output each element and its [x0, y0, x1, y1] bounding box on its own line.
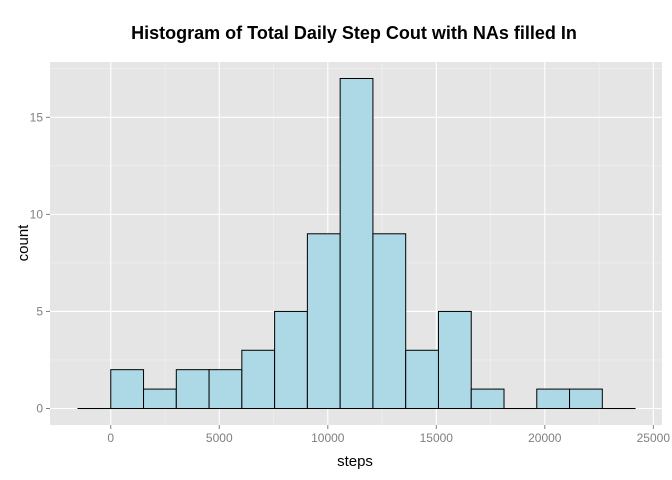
x-axis-label: steps: [337, 453, 373, 470]
x-tick-label: 10000: [311, 431, 345, 445]
histogram-bar-13: [470, 388, 505, 409]
histogram-bar-16: [569, 388, 603, 409]
histogram-bar-2: [110, 369, 145, 410]
y-axis-label: count: [15, 224, 32, 262]
y-tick-label: 15: [30, 110, 44, 124]
histogram-bar-3: [143, 388, 177, 409]
histogram-bar-10: [372, 233, 407, 409]
y-tick-label: 0: [36, 402, 43, 416]
x-tick-label: 0: [107, 431, 114, 445]
histogram-bar-6: [241, 349, 276, 410]
histogram-bars: [77, 78, 636, 410]
y-tick-label: 5: [36, 304, 43, 318]
x-tick-label: 5000: [206, 431, 233, 445]
x-tick-label: 15000: [420, 431, 454, 445]
x-tick-label: 20000: [528, 431, 562, 445]
histogram-bar-4: [175, 369, 210, 410]
y-tick-label: 10: [30, 207, 44, 221]
histogram-bar-8: [306, 233, 341, 409]
histogram-bar-12: [437, 310, 472, 409]
histogram-bar-9: [339, 78, 374, 409]
x-tick-label: 25000: [637, 431, 671, 445]
histogram-bar-15: [536, 388, 571, 409]
histogram-bar-11: [405, 349, 439, 410]
y-axis-ticks: 0 5 10 15: [30, 110, 50, 416]
histogram-bar-5: [208, 369, 243, 410]
x-axis-ticks: 0 5000 10000 15000 20000 25000: [107, 425, 670, 445]
chart-title: Histogram of Total Daily Step Cout with …: [131, 23, 577, 43]
histogram-bar-7: [274, 310, 308, 409]
